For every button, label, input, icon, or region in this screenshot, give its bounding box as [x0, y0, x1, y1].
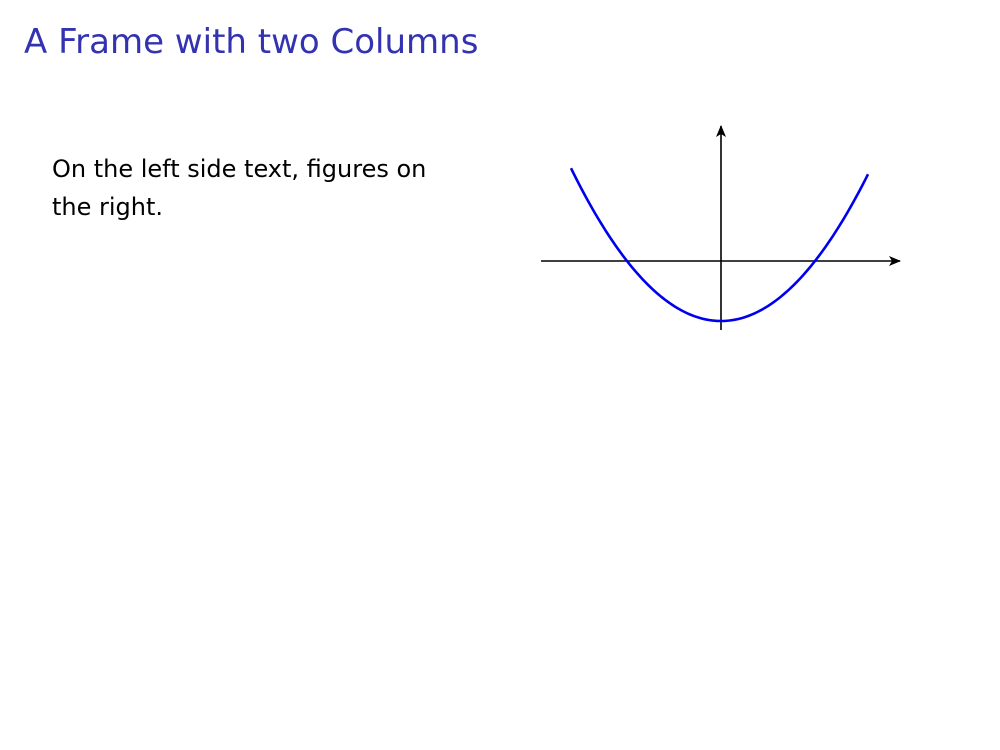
frame-title: A Frame with two Columns	[24, 22, 479, 62]
left-column: On the left side text, figures on the ri…	[52, 150, 452, 226]
right-column-figure	[530, 115, 910, 340]
parabola-figure	[541, 125, 901, 330]
parabola-curve	[569, 167, 870, 323]
left-column-text: On the left side text, figures on the ri…	[52, 155, 427, 221]
